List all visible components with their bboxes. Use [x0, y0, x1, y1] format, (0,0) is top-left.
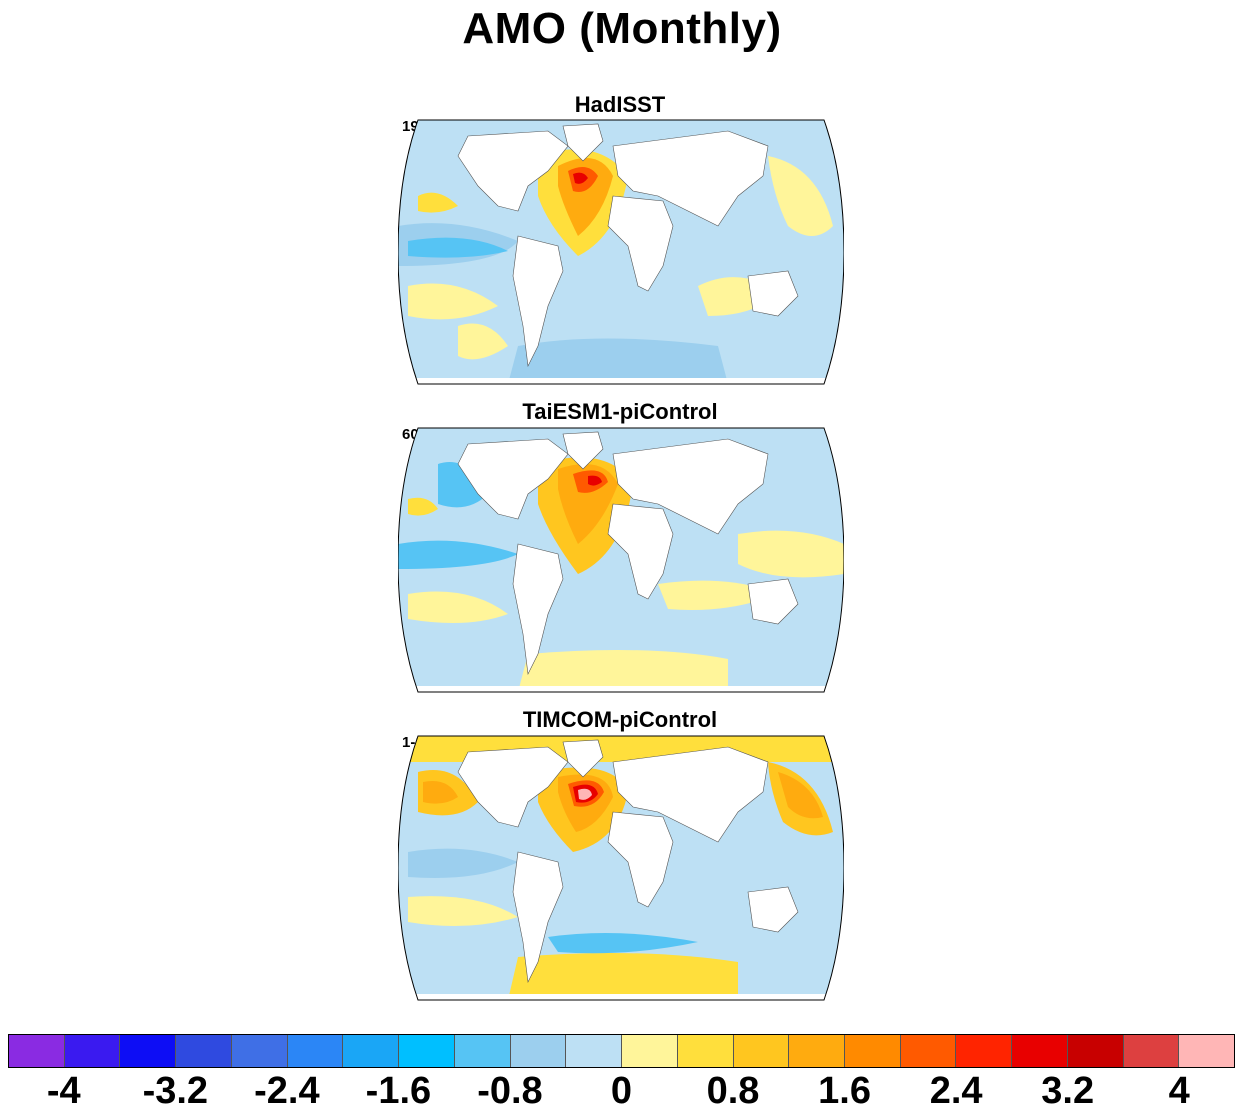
land-south-america [512, 851, 564, 984]
map-border [398, 735, 844, 1001]
land-greenland [562, 123, 604, 162]
land-africa [607, 503, 674, 600]
colorbar-swatch [789, 1035, 846, 1067]
map-hadisst [398, 119, 844, 385]
colorbar-tick-label: -2.4 [254, 1070, 320, 1112]
anomaly-band [778, 772, 823, 819]
colorbar-tick-label: -1.6 [365, 1070, 432, 1112]
colorbar-tick-label: 0.8 [706, 1070, 760, 1112]
colorbar-swatch [1123, 1035, 1180, 1067]
land-antarctica [398, 994, 844, 1000]
anomaly-band [408, 497, 438, 516]
land-north-america [457, 438, 569, 520]
land-eurasia [612, 438, 769, 535]
land-north-america [457, 130, 569, 212]
anomaly-band [768, 156, 833, 236]
colorbar-swatch [343, 1035, 400, 1067]
map-taiesm1 [398, 427, 844, 693]
panel-title-hadisst: HadISST [574, 92, 666, 117]
colorbar-swatch [677, 1035, 734, 1067]
colorbar-swatch [287, 1035, 344, 1067]
land-north-america [457, 746, 569, 828]
colorbar-swatch [900, 1035, 957, 1067]
anomaly-band [408, 848, 518, 878]
colorbar-tick-label: 3.2 [1041, 1070, 1095, 1112]
anomaly-band [508, 953, 738, 1000]
land-australia [747, 270, 799, 317]
anomaly-band [398, 540, 518, 569]
colorbar-tick-label: -4 [46, 1070, 81, 1112]
anomaly-band [578, 788, 592, 800]
land-antarctica [398, 686, 844, 692]
anomaly-band [408, 283, 498, 320]
anomaly-band [423, 781, 458, 804]
colorbar-swatch [64, 1035, 121, 1067]
figure-title: AMO (Monthly) [462, 4, 782, 53]
colorbar-tick-label: 0 [610, 1070, 633, 1112]
panel-title-taiesm1: TaiESM1-piControl [522, 399, 718, 424]
colorbar-tick-label: 4 [1168, 1070, 1190, 1112]
colorbar-tick-label: -3.2 [142, 1070, 209, 1112]
map-border [398, 119, 844, 385]
land-eurasia [612, 130, 769, 227]
colorbar-swatch [733, 1035, 790, 1067]
anomaly-band [458, 323, 508, 360]
land-australia [747, 578, 799, 625]
colorbar-swatch [845, 1035, 901, 1067]
land-greenland [562, 431, 604, 470]
land-africa [607, 195, 674, 292]
map-timcom [398, 735, 844, 1001]
colorbar-swatch [120, 1035, 177, 1067]
colorbar-tick-label: 1.6 [818, 1070, 871, 1112]
anomaly-band [658, 580, 778, 610]
map-border [398, 427, 844, 693]
colorbar-swatch [231, 1035, 288, 1067]
colorbar-swatch [622, 1035, 678, 1067]
anomaly-band [408, 896, 518, 926]
colorbar-swatch [1067, 1035, 1124, 1067]
anomaly-band [418, 192, 458, 213]
colorbar-swatch [566, 1035, 623, 1067]
land-eurasia [612, 746, 769, 843]
colorbar-labels: -4 -3.2 -2.4 -1.6 -0.8 0 0.8 1.6 2.4 3.2 4 [0, 1070, 1244, 1114]
colorbar-tick-label: -0.8 [477, 1070, 543, 1112]
colorbar [8, 1034, 1235, 1068]
anomaly-band [518, 650, 728, 692]
panel-title-timcom: TIMCOM-piControl [522, 707, 718, 732]
land-greenland [562, 739, 604, 778]
anomaly-band [573, 172, 588, 184]
colorbar-swatch [1012, 1035, 1068, 1067]
land-australia [747, 886, 799, 933]
anomaly-band [588, 475, 602, 486]
colorbar-swatch [510, 1035, 567, 1067]
anomaly-band [408, 237, 508, 258]
colorbar-swatch [956, 1035, 1013, 1067]
anomaly-band [408, 591, 508, 623]
colorbar-swatch [454, 1035, 511, 1067]
colorbar-swatch [9, 1035, 65, 1067]
anomaly-band [438, 462, 488, 508]
colorbar-swatch [399, 1035, 455, 1067]
colorbar-swatch [176, 1035, 232, 1067]
colorbar-swatch [1179, 1035, 1235, 1067]
anomaly-band [548, 933, 698, 954]
land-south-america [512, 543, 564, 676]
land-africa [607, 811, 674, 908]
anomaly-band [508, 338, 728, 384]
land-south-america [512, 235, 564, 368]
colorbar-tick-label: 2.4 [929, 1070, 983, 1112]
land-antarctica [398, 378, 844, 384]
anomaly-band [738, 530, 844, 578]
